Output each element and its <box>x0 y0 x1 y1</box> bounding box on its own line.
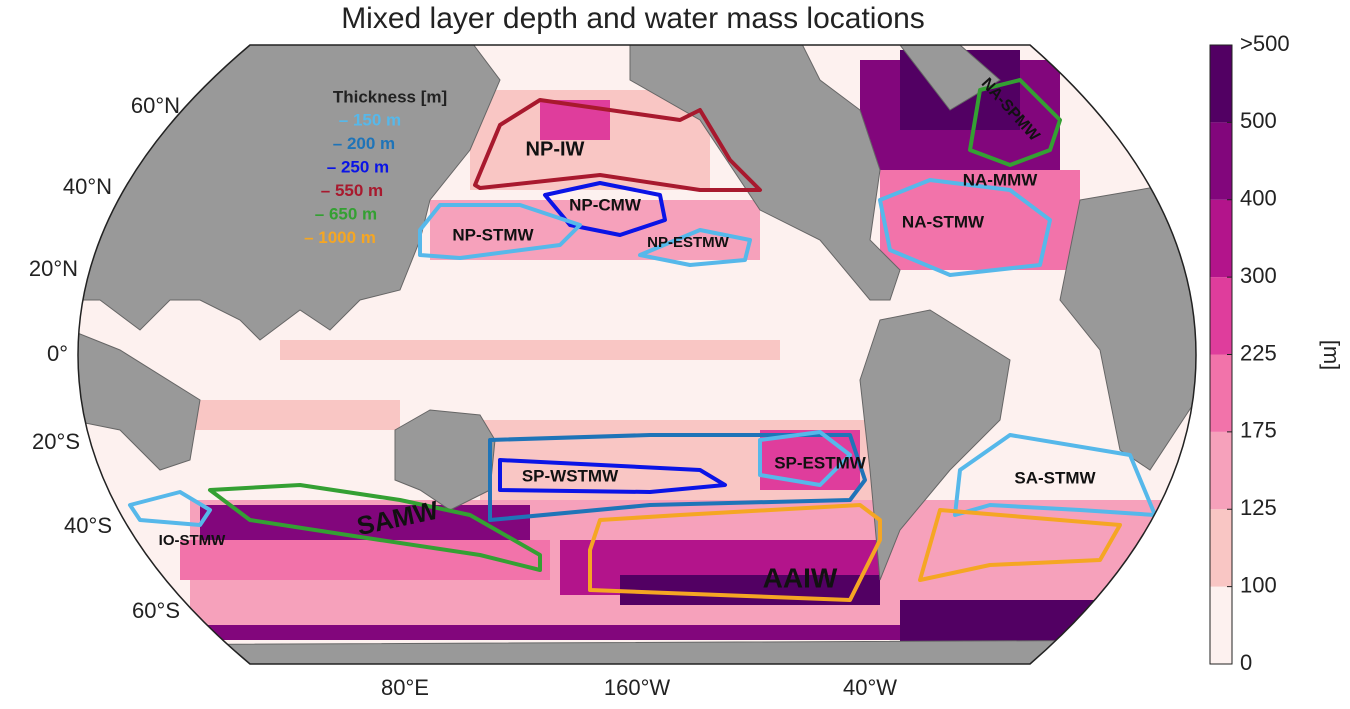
region-label: NP-STMW <box>452 225 534 244</box>
legend-entry: – 550 m <box>321 181 383 200</box>
region-label: AAIW <box>763 562 838 593</box>
region-label: SP-WSTMW <box>522 466 619 485</box>
region-label: NA-STMW <box>902 212 985 231</box>
colorbar-swatch <box>1210 509 1232 587</box>
colorbar-swatch <box>1210 277 1232 355</box>
colorbar-label: 300 <box>1240 263 1277 288</box>
lat-label: 20°N <box>29 256 78 281</box>
region-label: SA-STMW <box>1014 468 1096 487</box>
colorbar-swatch <box>1210 122 1232 200</box>
colorbar-swatch <box>1210 354 1232 432</box>
legend-title: Thickness [m] <box>333 87 447 106</box>
colorbar-label: 125 <box>1240 495 1277 520</box>
region-label: IO-STMW <box>159 532 226 549</box>
lat-label: 40°S <box>64 513 112 538</box>
legend-entry: – 650 m <box>315 204 377 223</box>
map-frame <box>77 44 1197 665</box>
lat-label: 40°N <box>63 174 112 199</box>
lon-label: 160°W <box>604 675 671 700</box>
colorbar-label: 400 <box>1240 186 1277 211</box>
region-label: NA-MMW <box>963 170 1039 189</box>
colorbar-swatch <box>1210 45 1232 123</box>
region-label: SP-ESTMW <box>774 453 867 472</box>
legend-entry: – 150 m <box>339 110 401 129</box>
lon-label: 40°W <box>843 675 897 700</box>
colorbar-label: 0 <box>1240 650 1252 675</box>
contours <box>128 78 1157 602</box>
colorbar-label: 100 <box>1240 572 1277 597</box>
lat-label: 60°S <box>132 598 180 623</box>
title: Mixed layer depth and water mass locatio… <box>341 2 925 35</box>
legend-entry: – 200 m <box>333 134 395 153</box>
lat-label: 0° <box>47 341 68 366</box>
lat-label: 20°S <box>32 429 80 454</box>
lon-label: 80°E <box>381 675 429 700</box>
map <box>78 45 1196 664</box>
colorbar-label: 500 <box>1240 108 1277 133</box>
colorbar-swatch <box>1210 199 1232 278</box>
region-label: NP-IW <box>526 138 585 160</box>
lat-label: 60°N <box>131 93 180 118</box>
colorbar-swatch <box>1210 431 1232 510</box>
region-label: NP-ESTMW <box>647 234 730 251</box>
colorbar-unit: [m] <box>1319 340 1344 371</box>
legend-entry: – 1000 m <box>304 228 376 247</box>
colorbar-label: >500 <box>1240 31 1290 56</box>
mld-field <box>160 50 1190 664</box>
colorbar-label: 175 <box>1240 418 1277 443</box>
colorbar-label: 225 <box>1240 340 1277 365</box>
colorbar-swatch <box>1210 586 1232 664</box>
legend-entry: – 250 m <box>327 157 389 176</box>
region-label: NP-CMW <box>569 195 642 214</box>
